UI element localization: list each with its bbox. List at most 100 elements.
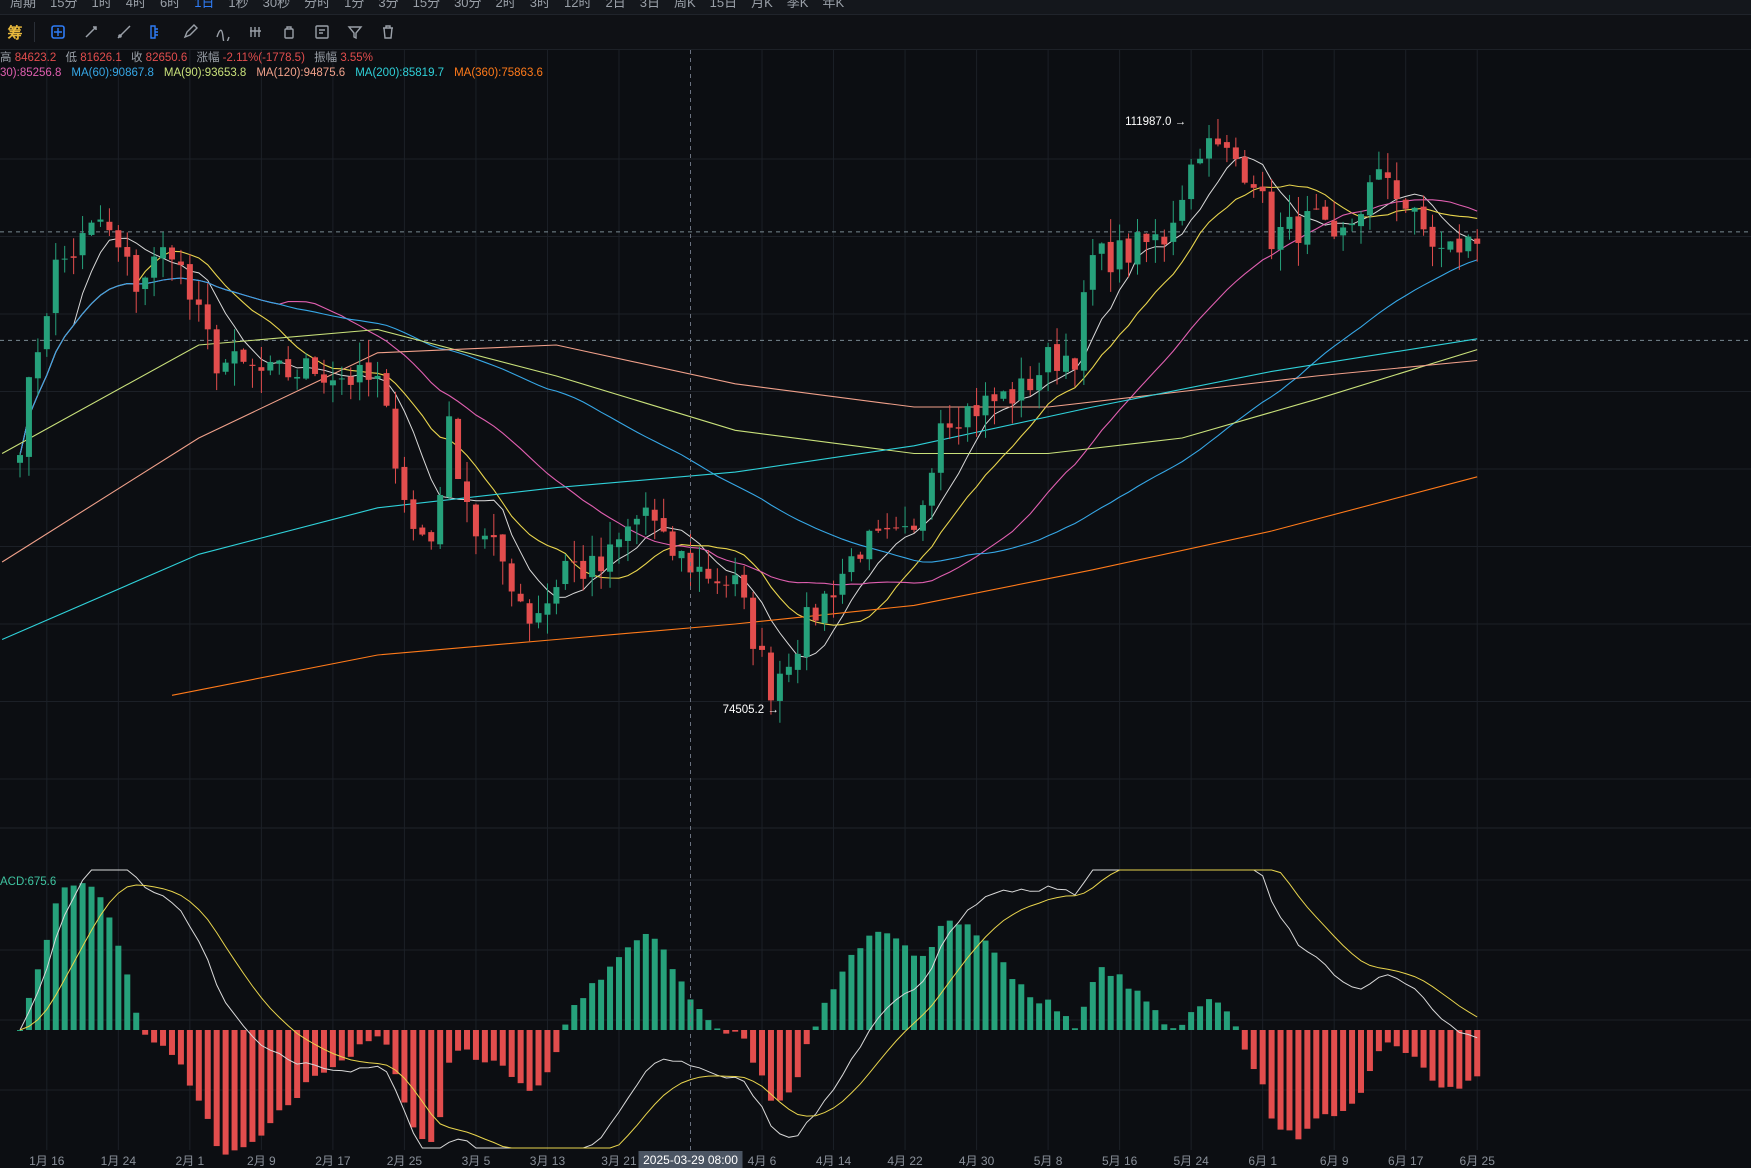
timeframe-option[interactable]: 周期 [10, 0, 37, 10]
candle-body [1349, 223, 1356, 226]
timeframe-option[interactable]: 3时 [529, 0, 551, 10]
macd-bar [723, 1030, 730, 1034]
candle-body [133, 255, 140, 292]
edit-note-icon[interactable] [276, 19, 302, 45]
timeframe-option[interactable]: 15分 [50, 0, 78, 10]
ma-legend-item: MA(200):85819.7 [355, 67, 445, 79]
candle-body [79, 233, 86, 256]
timeframe-option[interactable]: 30秒 [262, 0, 291, 10]
candle-body [312, 357, 319, 374]
timeframe-option[interactable]: 分时 [304, 0, 331, 10]
candle-body [911, 525, 917, 530]
macd-bar [955, 924, 962, 1030]
macd-bar [759, 1030, 766, 1076]
macd-bar [633, 940, 640, 1030]
macd-bar [991, 952, 998, 1030]
candle-body [222, 362, 229, 372]
candle-body [973, 405, 980, 417]
ma200-line [1, 338, 1478, 641]
candle-body [812, 607, 819, 621]
candle-body [553, 587, 560, 604]
macd-bar [428, 1030, 435, 1142]
timeframe-option[interactable]: 1日 [194, 0, 215, 10]
indicator-icon[interactable] [210, 19, 236, 45]
lock-icon[interactable] [243, 19, 269, 45]
x-tick-label: 1月 16 [29, 1154, 65, 1168]
filter-icon[interactable] [342, 19, 368, 45]
x-tick-label: 6月 9 [1320, 1154, 1349, 1168]
square-select-icon[interactable] [111, 19, 137, 45]
candle-body [750, 597, 757, 649]
amplitude-value: 3.55% [340, 52, 373, 64]
macd-bar [794, 1030, 801, 1078]
candle-body [338, 378, 345, 380]
candle-body [607, 544, 614, 572]
macd-bar [160, 1030, 167, 1046]
macd-bar [204, 1030, 211, 1119]
candle-body [866, 530, 873, 560]
trash-icon[interactable] [375, 19, 401, 45]
crosshair-icon[interactable] [45, 19, 71, 45]
candle-body [1125, 238, 1132, 263]
timeframe-option[interactable]: 15日 [709, 0, 738, 10]
macd-bar [1429, 1030, 1436, 1081]
macd-bar [1018, 984, 1025, 1030]
macd-bar [884, 933, 891, 1030]
macd-bar [1259, 1030, 1266, 1085]
macd-bar [732, 1030, 739, 1032]
timeframe-option[interactable]: 3分 [378, 0, 399, 10]
timeframe-option[interactable]: 月K [751, 0, 773, 10]
timeframe-option[interactable]: 4时 [125, 0, 146, 10]
candle-body [1143, 233, 1150, 243]
macd-bar [598, 979, 605, 1030]
timeframe-option[interactable]: 3日 [639, 0, 660, 10]
timeframe-option[interactable]: 12时 [564, 0, 592, 10]
macd-bar [687, 999, 694, 1030]
timeframe-option[interactable]: 周K [673, 0, 696, 10]
candle-body [1098, 243, 1105, 254]
timeframe-option[interactable]: 6时 [159, 0, 181, 10]
x-tick-label: 6月 25 [1460, 1154, 1496, 1168]
ma-line [19, 199, 1478, 586]
timeframe-option[interactable]: 30分 [454, 0, 482, 10]
candle-body [678, 551, 685, 559]
candle-body [642, 507, 649, 516]
macd-bar [106, 917, 113, 1030]
timeframe-option[interactable]: 1秒 [228, 0, 249, 10]
macd-bar [1206, 999, 1213, 1030]
macd-bar [1214, 1002, 1221, 1030]
timeframe-option[interactable]: 2日 [605, 0, 626, 10]
macd-bar [553, 1030, 560, 1053]
timeframe-option[interactable]: 季K [786, 0, 809, 10]
pen-icon[interactable] [177, 19, 203, 45]
macd-bar [776, 1030, 783, 1101]
candle-body [446, 416, 453, 498]
candle-body [1134, 232, 1141, 265]
candle-body [1036, 375, 1043, 391]
candle-body [759, 645, 766, 650]
timeframe-option[interactable]: 15分 [412, 0, 441, 10]
timeframe-option[interactable]: 1时 [91, 0, 112, 10]
candle-body [723, 584, 730, 586]
macd-bar [258, 1030, 265, 1136]
toolbar-divider [34, 22, 35, 42]
timeframe-option[interactable]: 2时 [495, 0, 516, 10]
candle-body [383, 373, 390, 406]
low-price-marker: 74505.2 → [723, 704, 779, 716]
magnet-icon[interactable] [309, 19, 335, 45]
macd-bar [517, 1030, 524, 1084]
timeframe-option[interactable]: 年K [822, 0, 845, 10]
ruler-icon[interactable] [144, 19, 170, 45]
macd-bar [34, 969, 41, 1030]
macd-bar [1447, 1030, 1454, 1087]
candle-body [213, 329, 220, 374]
candle-body [329, 380, 336, 386]
timeframe-option[interactable]: 1分 [344, 0, 365, 10]
cursor-icon[interactable] [78, 19, 104, 45]
candle-body [177, 261, 184, 266]
candle-body [884, 527, 891, 530]
chip-badge[interactable]: 筹 [7, 24, 23, 42]
macd-bar [1188, 1012, 1195, 1030]
candle-body [1054, 344, 1061, 371]
